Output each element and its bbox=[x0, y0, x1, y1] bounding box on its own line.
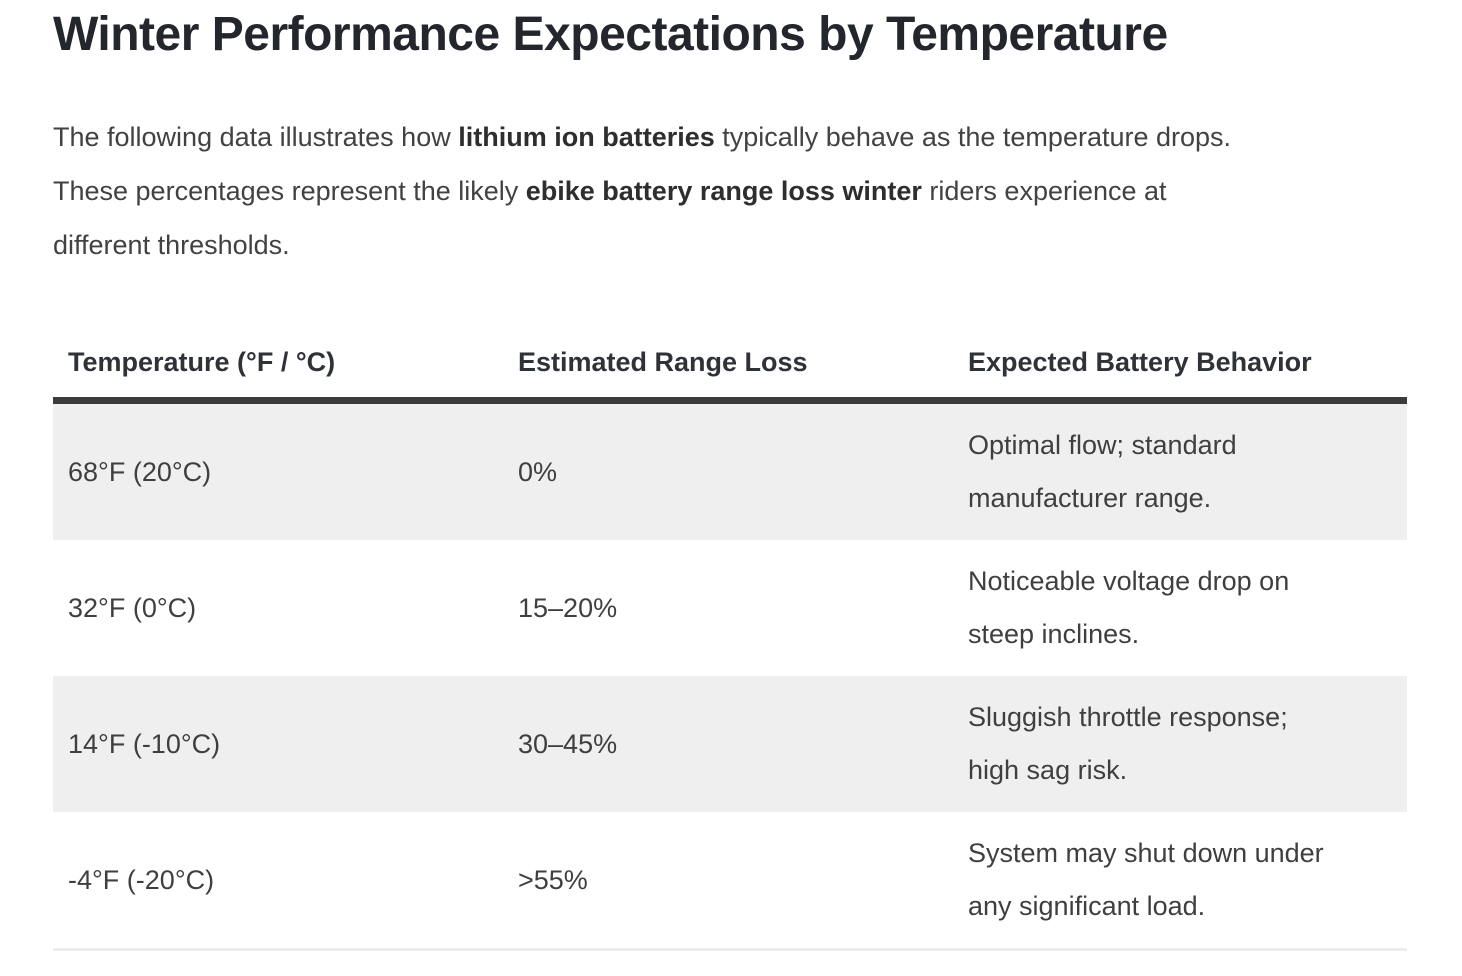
table-row: 68°F (20°C) 0% Optimal flow; standard manuf… bbox=[53, 400, 1407, 541]
behavior-line: steep inclines. bbox=[968, 619, 1140, 649]
column-header-range-loss: Estimated Range Loss bbox=[518, 347, 808, 377]
temperature-table: Temperature (°F / °C) Estimated Range Lo… bbox=[53, 328, 1407, 951]
table-header: Temperature (°F / °C) Estimated Range Lo… bbox=[53, 328, 1407, 401]
range-loss-cell: 30–45% bbox=[518, 728, 618, 759]
column-header-temperature: Temperature (°F / °C) bbox=[68, 347, 336, 377]
intro-text: riders experience at bbox=[921, 176, 1167, 206]
table-row: 14°F (-10°C) 30–45% Sluggish throttle resp… bbox=[53, 676, 1407, 812]
behavior-line: manufacturer range. bbox=[968, 483, 1212, 513]
behavior-cell: Noticeable voltage drop on steep inclines… bbox=[953, 540, 1407, 676]
range-loss-cell: 0% bbox=[518, 456, 558, 487]
intro-text: The following data illustrates how bbox=[53, 122, 459, 152]
table-row: 32°F (0°C) 15–20% Noticeable voltage drop … bbox=[53, 540, 1407, 676]
intro-line: different thresholds. bbox=[53, 218, 1407, 272]
temperature-cell: -4°F (-20°C) bbox=[68, 864, 215, 895]
article: Winter Performance Expectations by Tempe… bbox=[53, 8, 1407, 951]
intro-text: These percentages represent the likely bbox=[53, 176, 526, 206]
intro-text: different thresholds. bbox=[53, 230, 290, 260]
range-loss-cell: 15–20% bbox=[518, 592, 618, 623]
behavior-line: System may shut down under bbox=[968, 838, 1324, 868]
intro-bold-keyword: ebike battery range loss winter bbox=[525, 176, 922, 206]
behavior-line: any significant load. bbox=[968, 891, 1206, 921]
intro-line: The following data illustrates how lithi… bbox=[53, 110, 1407, 164]
table-row: -4°F (-20°C) >55% System may shut down und… bbox=[53, 812, 1407, 950]
intro-line: These percentages represent the likely e… bbox=[53, 164, 1407, 218]
temperature-cell: 14°F (-10°C) bbox=[68, 728, 221, 759]
temperature-cell: 32°F (0°C) bbox=[68, 592, 197, 623]
range-loss-cell: >55% bbox=[518, 864, 588, 895]
behavior-cell: Sluggish throttle response; high sag risk… bbox=[953, 676, 1407, 812]
behavior-cell: Optimal flow; standard manufacturer range… bbox=[953, 401, 1407, 541]
behavior-line: Sluggish throttle response; bbox=[968, 702, 1288, 732]
intro-bold-keyword: lithium ion batteries bbox=[458, 122, 715, 152]
behavior-cell: System may shut down under any significan… bbox=[953, 812, 1407, 950]
table-header-row: Temperature (°F / °C) Estimated Range Lo… bbox=[53, 328, 1407, 401]
behavior-line: Noticeable voltage drop on bbox=[968, 566, 1290, 596]
behavior-line: Optimal flow; standard bbox=[968, 430, 1237, 460]
behavior-line: high sag risk. bbox=[968, 755, 1128, 785]
page-title: Winter Performance Expectations by Tempe… bbox=[53, 8, 1168, 61]
intro-text: typically behave as the temperature drop… bbox=[714, 122, 1232, 152]
temperature-cell: 68°F (20°C) bbox=[68, 456, 212, 487]
table-body: 68°F (20°C) 0% Optimal flow; standard manuf… bbox=[53, 400, 1407, 950]
intro-paragraph: The following data illustrates how lithi… bbox=[53, 110, 1407, 272]
column-header-battery-behavior: Expected Battery Behavior bbox=[968, 347, 1312, 377]
